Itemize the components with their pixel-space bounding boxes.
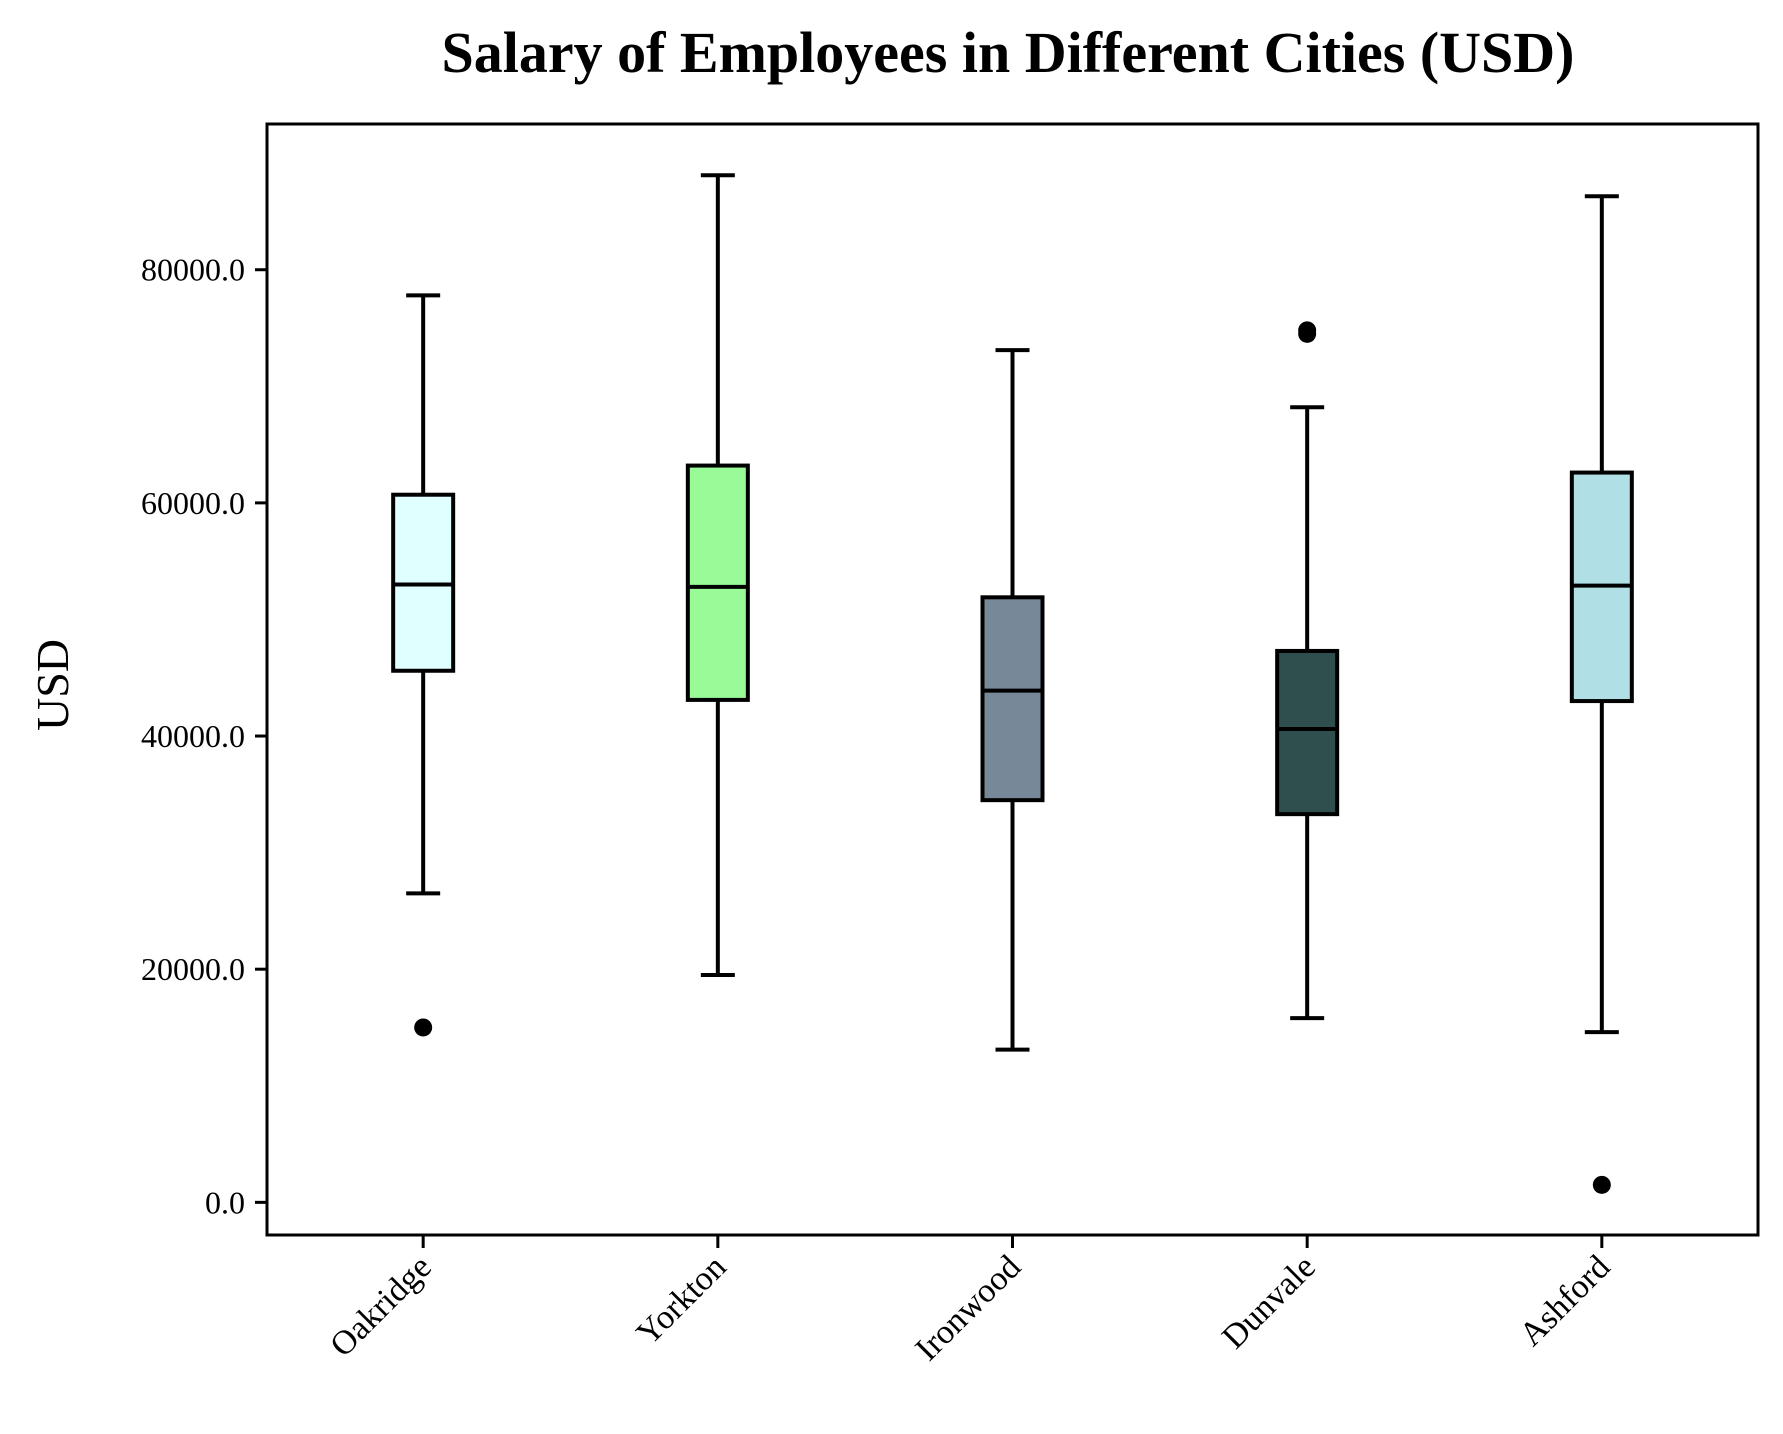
x-tick-label: Dunvale <box>1215 1248 1323 1356</box>
iqr-box <box>980 595 1045 803</box>
x-tick-label: Ashford <box>1513 1248 1618 1353</box>
outlier-point <box>1298 321 1317 340</box>
outlier-point <box>414 1018 433 1037</box>
x-tick-label: Oakridge <box>323 1248 439 1364</box>
box-ashford <box>1569 194 1634 1194</box>
y-axis-label: USD <box>27 639 78 731</box>
y-axis: 0.0 20000.0 40000.0 60000.0 80000.0 <box>141 252 267 1220</box>
y-tick-label: 60000.0 <box>141 485 245 521</box>
outlier-point <box>1592 1175 1611 1194</box>
chart-title: Salary of Employees in Different Cities … <box>441 20 1574 85</box>
y-tick-label: 40000.0 <box>141 718 245 754</box>
box-oakridge <box>391 293 456 1037</box>
iqr-box <box>685 463 750 702</box>
plot-frame <box>265 122 1760 1237</box>
x-tick-label: Ironwood <box>909 1248 1029 1368</box>
iqr-box <box>1275 648 1340 817</box>
plot-area <box>391 173 1634 1194</box>
box-dunvale <box>1275 321 1340 1021</box>
box-yorkton <box>685 173 750 978</box>
y-tick-label: 80000.0 <box>141 252 245 288</box>
x-axis: Oakridge Yorkton Ironwood Dunvale Ashford <box>323 1235 1617 1368</box>
box-ironwood <box>980 348 1045 1052</box>
y-tick-label: 0.0 <box>205 1184 245 1220</box>
y-tick-label: 20000.0 <box>141 951 245 987</box>
x-tick-label: Yorkton <box>630 1248 734 1352</box>
